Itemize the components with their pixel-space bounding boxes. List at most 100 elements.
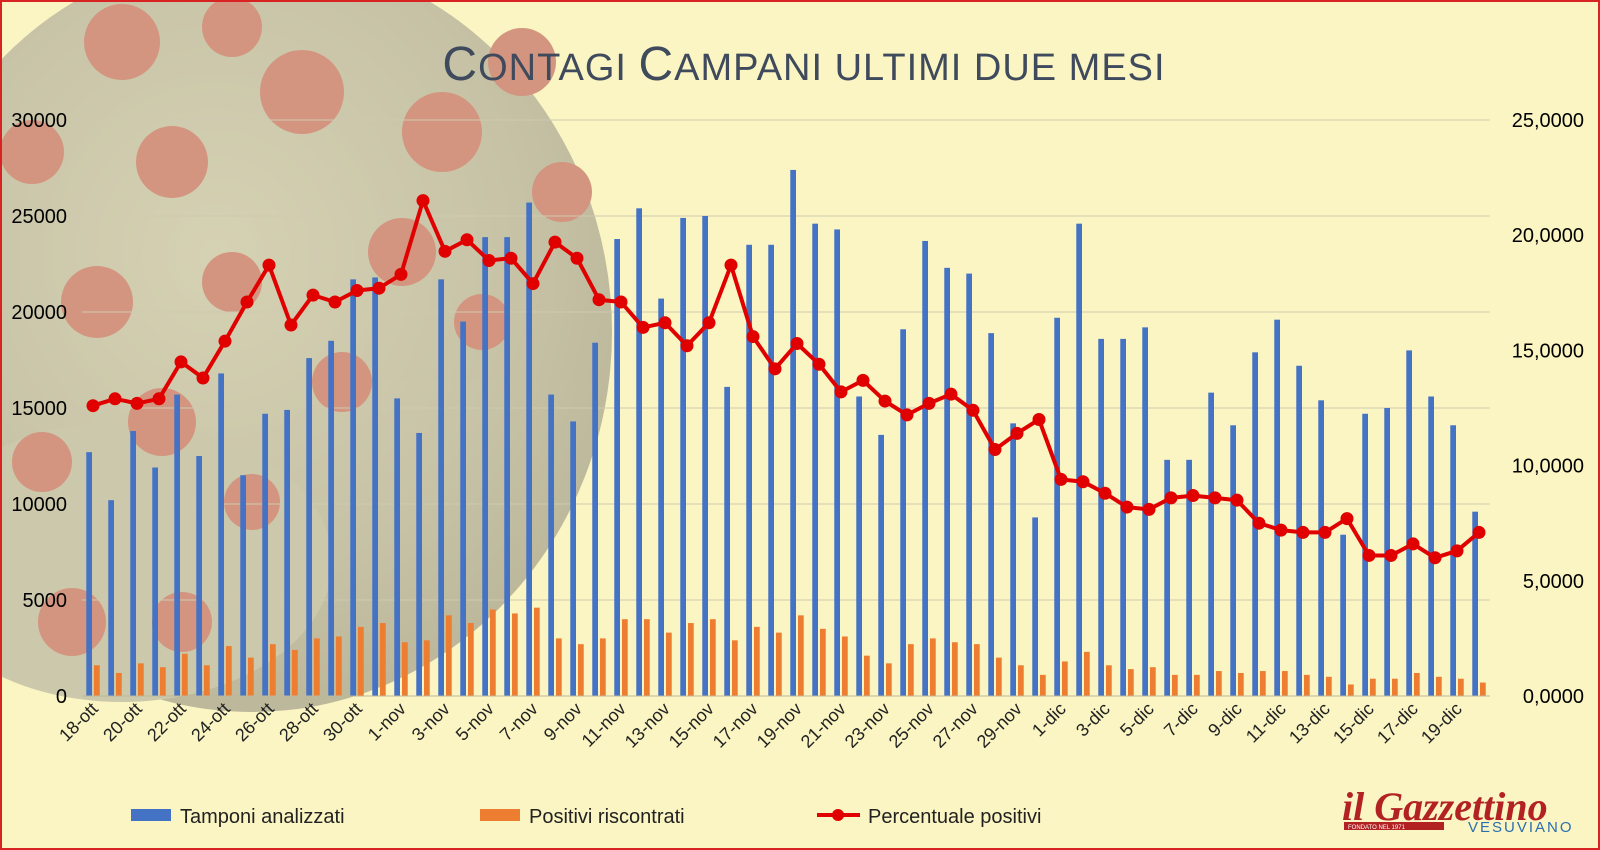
x-tick-label: 11-dic [1242,699,1290,747]
bar-tamponi [1208,392,1214,696]
percent-point [1208,491,1222,505]
percent-point [130,396,144,410]
percent-point [174,355,188,369]
bar-positivi [1238,672,1244,696]
bar-positivi [468,623,474,696]
bar-tamponi [614,239,620,697]
bar-positivi [380,623,386,696]
bar-positivi [952,642,958,696]
x-tick-label: 5-dic [1116,699,1158,741]
percent-point [1010,426,1024,440]
bar-tamponi [328,340,334,696]
bar-positivi [534,607,540,696]
bar-positivi [1084,651,1090,696]
bar-positivi [1458,678,1464,696]
percent-point [438,244,452,258]
y-tick-label: 10000 [11,494,67,516]
bar-positivi [314,638,320,696]
bar-positivi [1216,671,1222,696]
bar-tamponi [372,277,378,696]
bar-tamponi [306,358,312,696]
x-tick-label: 7-dic [1160,699,1202,741]
bar-tamponi [416,432,422,696]
percent-point [1472,525,1486,539]
percent-point [1142,502,1156,516]
bar-positivi [1414,672,1420,696]
bar-positivi [160,667,166,696]
x-tick-label: 29-nov [973,699,1026,752]
percent-point [108,392,122,406]
percent-point [768,362,782,376]
percent-point [812,357,826,371]
legend-label-positivi: Positivi riscontrati [529,806,685,828]
bar-tamponi [834,229,840,696]
bar-tamponi [262,413,268,696]
legend-marker-percentuale [832,809,844,821]
percent-point [1120,500,1134,514]
percent-point [350,283,364,297]
bar-positivi [204,665,210,696]
percent-point [1098,486,1112,500]
bar-positivi [446,615,452,696]
x-tick-label: 30-ott [319,699,366,746]
right-axis: 0,0000 5,0000 10,0000 15,0000 20,0000 25,0000 [1512,110,1584,708]
percent-point [1054,472,1068,486]
bar-tamponi [504,237,510,696]
x-tick-label: 17-dic [1373,699,1422,748]
percent-line [86,194,1486,565]
bar-positivi [1106,665,1112,696]
bar-positivi [1436,676,1442,696]
bar-positivi [226,646,232,696]
bar-positivi [710,619,716,696]
x-tick-label: 3-nov [408,699,454,745]
y-tick-label: 15000 [11,398,67,420]
percent-point [1450,544,1464,558]
x-tick-label: 25-nov [885,699,938,752]
x-tick-label: 13-nov [621,699,674,752]
x-tick-label: 3-dic [1072,699,1114,741]
y-tick-label: 5000 [23,590,68,612]
x-tick-label: 20-ott [99,699,146,746]
bar-tamponi [1340,534,1346,696]
percent-point [416,194,430,208]
bar-positivi [798,615,804,696]
bars [86,169,1486,697]
bar-tamponi [878,434,884,696]
percent-point [1076,475,1090,489]
logo-title: il Gazzettino [1342,784,1548,829]
bar-tamponi [1472,511,1478,696]
bar-tamponi [438,279,444,696]
bar-positivi [930,638,936,696]
bar-tamponi [944,267,950,696]
bar-tamponi [1428,396,1434,696]
bar-tamponi [592,342,598,696]
bar-tamponi [1054,317,1060,696]
percent-point [1230,493,1244,507]
bar-tamponi [1450,425,1456,696]
percent-point [152,392,166,406]
bar-positivi [1172,674,1178,696]
logo-founded: FONDATO NEL 1971 [1348,825,1406,831]
bar-positivi [776,632,782,696]
percent-point [592,293,606,307]
bar-tamponi [548,394,554,696]
bar-positivi [908,644,914,696]
bar-tamponi [724,386,730,696]
percent-point [988,442,1002,456]
percent-point [614,295,628,309]
y2-tick-label: 25,0000 [1512,110,1584,132]
bar-tamponi [394,398,400,696]
gazzettino-logo: il Gazzettino FONDATO NEL 1971 VESUVIANO [1342,784,1572,836]
bar-tamponi [1318,400,1324,696]
x-tick-label: 7-nov [496,699,542,745]
bar-positivi [1018,665,1024,696]
bar-tamponi [966,273,972,696]
bar-positivi [270,644,276,696]
percent-point [724,258,738,272]
x-tick-label: 22-ott [143,699,190,746]
bar-tamponi [988,333,994,696]
x-tick-label: 9-dic [1204,699,1246,741]
bar-positivi [402,642,408,696]
percent-point [196,371,210,385]
